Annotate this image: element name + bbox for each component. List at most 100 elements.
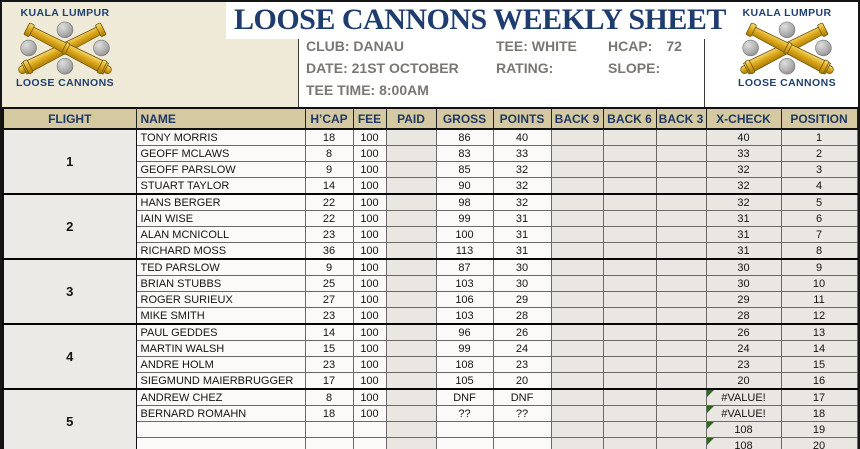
cell-back6 <box>602 193 657 211</box>
cell-back6 <box>602 258 657 276</box>
error-indicator-icon <box>707 406 714 413</box>
cell-value: MIKE SMITH <box>140 309 205 322</box>
cell-position: 13 <box>780 323 858 341</box>
cell-name <box>135 421 306 438</box>
cell-value: 100 <box>360 228 379 241</box>
cell-position: 18 <box>780 405 858 422</box>
cell-back9 <box>550 291 604 308</box>
cell-hcap: 36 <box>304 242 354 260</box>
cell-back3 <box>655 258 707 276</box>
col-header-back6: BACK 6 <box>602 107 657 130</box>
cell-fee: 100 <box>352 388 387 406</box>
col-header-flight: FLIGHT <box>2 107 137 130</box>
cell-value: 14 <box>322 326 336 339</box>
cell-value: 20 <box>515 374 529 387</box>
cell-gross: 86 <box>435 128 494 146</box>
logo-top-text: KUALA LUMPUR <box>742 7 832 19</box>
cell-paid <box>385 291 437 308</box>
cell-name: HANS BERGER <box>135 193 306 211</box>
cell-value: 10 <box>812 277 826 290</box>
cell-value: 108 <box>455 358 474 371</box>
error-indicator-icon <box>707 390 714 397</box>
col-header-hcap: H’CAP <box>304 107 354 130</box>
cell-fee: 100 <box>352 128 387 146</box>
cell-value: 85 <box>458 163 471 176</box>
cell-position: 4 <box>780 177 858 195</box>
cell-name: ALAN MCNICOLL <box>135 226 306 243</box>
cell-value: 23 <box>737 358 750 371</box>
cell-value: 100 <box>360 326 379 339</box>
cell-value: 96 <box>458 326 471 339</box>
cell-gross <box>435 437 494 449</box>
cell-points: 30 <box>492 258 552 276</box>
cell-position: 6 <box>780 210 858 227</box>
error-indicator-icon <box>707 438 714 445</box>
cell-value: 8 <box>815 244 823 257</box>
cell-value: 30 <box>737 277 750 290</box>
cell-back6 <box>602 340 657 357</box>
cell-name: ANDRE HOLM <box>135 356 306 373</box>
club-value: CLUB: DANAU <box>306 38 404 54</box>
cell-value: 100 <box>360 261 379 274</box>
cell-value: 23 <box>322 358 336 371</box>
cell-hcap: 14 <box>304 177 354 195</box>
cell-value: 86 <box>458 131 471 144</box>
cell-value: 100 <box>360 196 379 209</box>
cell-position: 20 <box>780 437 858 449</box>
cell-back3 <box>655 340 707 357</box>
cell-value: 26 <box>737 326 750 339</box>
cell-points: 24 <box>492 340 552 357</box>
cell-points: 29 <box>492 291 552 308</box>
cell-value: 7 <box>815 228 823 241</box>
cell-value: 5 <box>815 196 823 209</box>
cell-back9 <box>550 405 604 422</box>
cell-hcap: 8 <box>304 388 354 406</box>
cell-hcap <box>304 437 354 449</box>
cell-fee: 100 <box>352 356 387 373</box>
cell-gross <box>435 421 494 438</box>
tee-value: TEE: WHITE <box>496 38 577 54</box>
cell-back6 <box>602 356 657 373</box>
cell-name: GEOFF MCLAWS <box>135 145 306 162</box>
table-row: 2 HANS BERGER 22 100 98 32 32 5 <box>2 193 858 260</box>
cell-value: 30 <box>515 261 529 274</box>
cell-value: 31 <box>515 228 529 241</box>
cell-value: 9 <box>325 261 333 274</box>
cell-value: 17 <box>812 391 826 404</box>
cell-value: GEOFF MCLAWS <box>140 147 230 160</box>
cell-value: 4 <box>815 179 823 192</box>
cell-points <box>492 421 552 438</box>
cell-paid <box>385 356 437 373</box>
cell-value: 100 <box>360 342 379 355</box>
cell-value: ?? <box>458 407 471 420</box>
cell-gross: 103 <box>435 275 494 292</box>
cell-gross: 99 <box>435 340 494 357</box>
cell-position: 19 <box>780 421 858 438</box>
cell-xcheck: 31 <box>705 210 782 227</box>
cell-value: ALAN MCNICOLL <box>140 228 230 241</box>
cell-fee: 100 <box>352 161 387 178</box>
panel-divider-right <box>704 2 705 107</box>
cell-value: 13 <box>812 326 826 339</box>
cell-value: ROGER SURIEUX <box>140 293 233 306</box>
cell-gross: 105 <box>435 372 494 390</box>
cell-value: 8 <box>325 391 333 404</box>
cell-position: 1 <box>780 128 858 146</box>
cell-value: 100 <box>360 212 379 225</box>
cell-value: 103 <box>455 277 474 290</box>
score-table: FLIGHT NAME H’CAP FEE PAID GROSS POINTS … <box>2 107 858 449</box>
table-row: GEOFF MCLAWS 8 100 83 33 33 2 <box>3 145 858 162</box>
cell-xcheck: 24 <box>705 340 782 357</box>
info-row: CLUB: DANAU TEE: WHITE HCAP: 72 <box>299 35 705 57</box>
cell-value: 22 <box>322 196 336 209</box>
cell-fee: 100 <box>352 372 387 390</box>
cell-xcheck: 29 <box>705 291 782 308</box>
cell-value: 16 <box>812 374 826 387</box>
cell-value: HANS BERGER <box>140 196 221 209</box>
table-row: IAIN WISE 22 100 99 31 31 6 <box>3 210 858 227</box>
cell-paid <box>385 128 437 146</box>
table-row: BRIAN STUBBS 25 100 103 30 30 10 <box>3 275 858 292</box>
cell-position: 16 <box>780 372 858 390</box>
cell-value: 27 <box>322 293 336 306</box>
cell-value: 100 <box>360 131 379 144</box>
